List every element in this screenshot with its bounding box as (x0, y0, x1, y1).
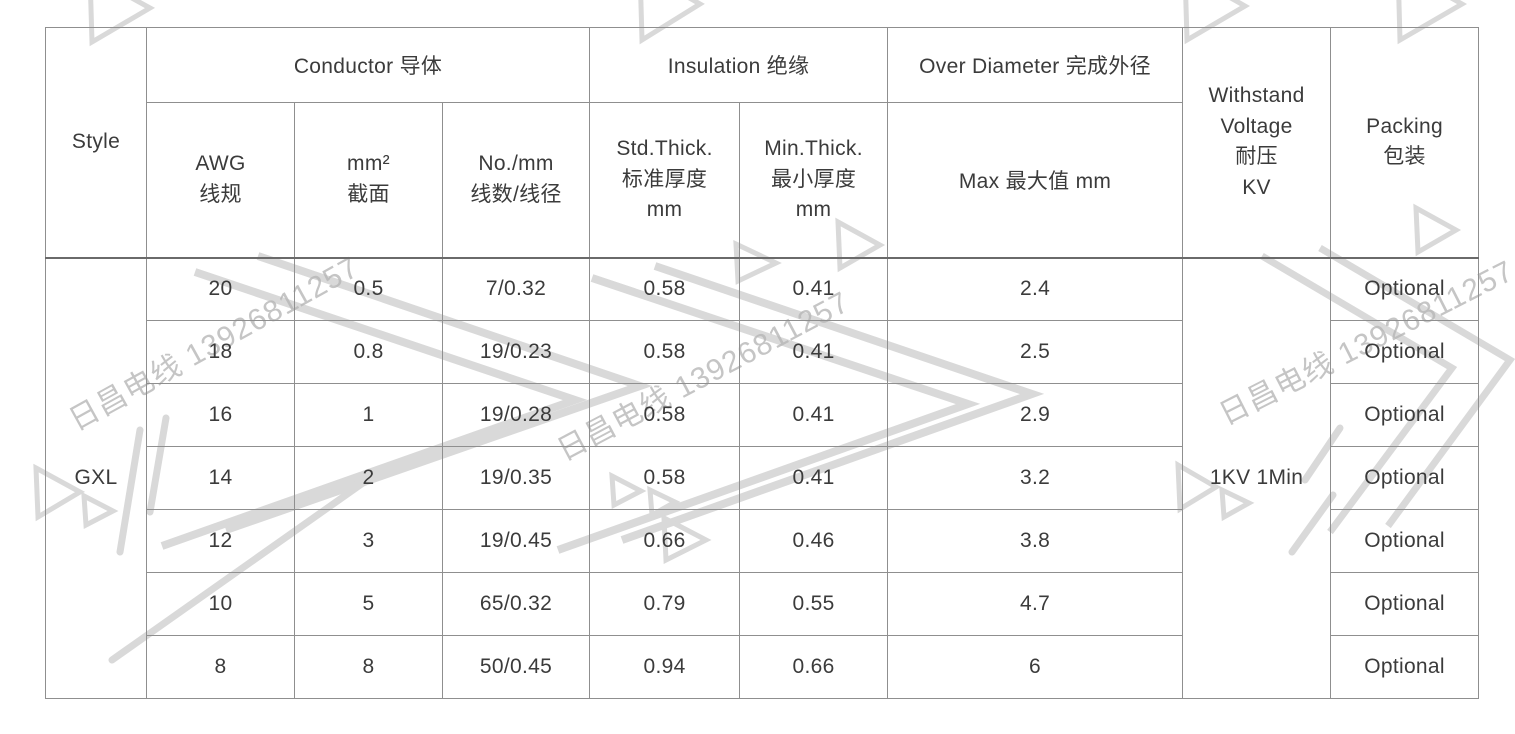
cell-mm2: 8 (294, 635, 443, 699)
cell-packing: Optional (1330, 383, 1480, 447)
cell-packing: Optional (1330, 509, 1480, 573)
cell-std-thick: 0.58 (589, 257, 741, 321)
cell-mm2: 3 (294, 509, 443, 573)
group-header-over-diameter: Over Diameter 完成外径 (887, 27, 1184, 103)
cell-std-thick: 0.58 (589, 383, 741, 447)
cell-packing: Optional (1330, 572, 1480, 636)
group-header-conductor: Conductor 导体 (145, 27, 591, 103)
cell-awg: 12 (146, 509, 295, 573)
cell-std-thick: 0.66 (589, 509, 741, 573)
cell-mm2: 1 (294, 383, 443, 447)
cell-min-thick: 0.41 (739, 446, 889, 510)
cell-min-thick: 0.46 (739, 509, 889, 573)
cell-no-mm: 65/0.32 (441, 572, 591, 636)
cell-mm2: 2 (294, 446, 443, 510)
table-row: GXL 20 0.5 7/0.32 0.58 0.41 2.4 1KV 1Min… (45, 257, 1480, 699)
cell-no-mm: 19/0.28 (441, 383, 591, 447)
col-header-withstand-voltage: Withstand Voltage 耐压 KV (1182, 27, 1332, 259)
cell-max: 2.5 (887, 320, 1184, 384)
group-header-insulation: Insulation 绝缘 (589, 27, 889, 103)
col-header-no-mm: No./mm 线数/线径 (441, 102, 591, 259)
cell-awg: 8 (146, 635, 295, 699)
cell-awg: 10 (146, 572, 295, 636)
spec-table: Style Conductor 导体 Insulation 绝缘 Over Di… (45, 27, 1480, 699)
cell-std-thick: 0.94 (589, 635, 741, 699)
cell-std-thick: 0.58 (589, 320, 741, 384)
cell-packing: Optional (1330, 635, 1480, 699)
cell-packing: Optional (1330, 257, 1480, 321)
col-header-packing: Packing 包装 (1330, 27, 1480, 259)
cell-no-mm: 19/0.23 (441, 320, 591, 384)
cell-max: 6 (887, 635, 1184, 699)
cell-min-thick: 0.55 (739, 572, 889, 636)
cell-max: 3.2 (887, 446, 1184, 510)
col-header-std-thick: Std.Thick. 标准厚度 mm (589, 102, 741, 259)
spec-table-wrap: Style Conductor 导体 Insulation 绝缘 Over Di… (45, 27, 1480, 699)
table-row: 8 8 50/0.45 0.94 0.66 6 Optional (46, 635, 1480, 699)
col-header-style: Style (45, 27, 147, 259)
cell-std-thick: 0.58 (589, 446, 741, 510)
col-header-awg: AWG 线规 (146, 102, 295, 259)
cell-no-mm: 19/0.45 (441, 509, 591, 573)
cell-min-thick: 0.41 (739, 383, 889, 447)
cell-no-mm: 50/0.45 (441, 635, 591, 699)
cell-mm2: 0.5 (294, 257, 443, 321)
cell-min-thick: 0.41 (739, 257, 889, 321)
cell-no-mm: 19/0.35 (441, 446, 591, 510)
cell-min-thick: 0.41 (739, 320, 889, 384)
col-header-max: Max 最大值 mm (887, 102, 1184, 259)
style-value-cell: GXL (45, 257, 147, 699)
cell-packing: Optional (1330, 446, 1480, 510)
cell-min-thick: 0.66 (739, 635, 889, 699)
col-header-mm2: mm² 截面 (294, 102, 443, 259)
cell-awg: 18 (146, 320, 295, 384)
cell-max: 4.7 (887, 572, 1184, 636)
cell-no-mm: 7/0.32 (441, 257, 591, 321)
cell-awg: 16 (146, 383, 295, 447)
cell-packing: Optional (1330, 320, 1480, 384)
cell-max: 2.9 (887, 383, 1184, 447)
cell-max: 3.8 (887, 509, 1184, 573)
col-header-min-thick: Min.Thick. 最小厚度 mm (739, 102, 889, 259)
cell-max: 2.4 (887, 257, 1184, 321)
cell-mm2: 5 (294, 572, 443, 636)
cell-std-thick: 0.79 (589, 572, 741, 636)
cell-mm2: 0.8 (294, 320, 443, 384)
cell-awg: 14 (146, 446, 295, 510)
withstand-value-cell: 1KV 1Min (1182, 257, 1332, 699)
cell-awg: 20 (146, 257, 295, 321)
